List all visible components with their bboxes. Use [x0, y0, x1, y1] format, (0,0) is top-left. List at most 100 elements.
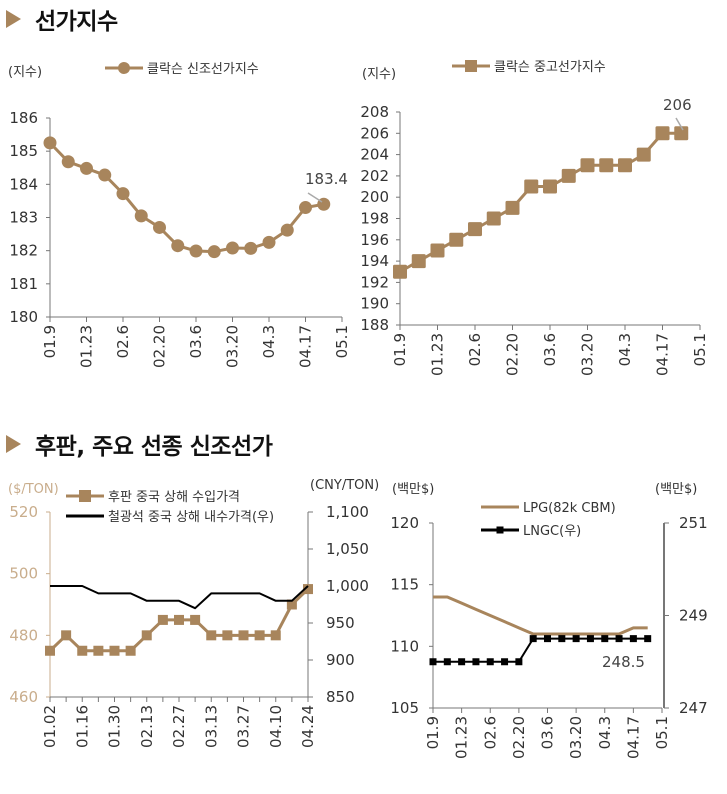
chart2-data-point — [618, 158, 632, 173]
chart4-data-point — [601, 635, 609, 643]
chart4-data-point — [558, 635, 566, 643]
chart2-y-tick-label: 192 — [360, 273, 389, 291]
chart2-data-point — [468, 222, 482, 237]
chart1-data-label: 183.4 — [305, 170, 348, 188]
chart2-x-tick-label: 04.3 — [616, 333, 634, 366]
chart1-data-point — [171, 239, 185, 253]
chart3-y-tick-label-right: 1,050 — [326, 540, 369, 558]
chart2-x-tick-label: 01.9 — [391, 333, 409, 366]
chart2-y-tick-label: 188 — [360, 316, 389, 334]
chart1-legend-label: 클락슨 신조선가지수 — [147, 62, 259, 77]
chart4-x-tick-label: 01.23 — [453, 716, 471, 759]
chart1-data-point — [134, 209, 148, 223]
chart1-data-point — [299, 201, 312, 215]
chart1-data-point — [244, 241, 258, 255]
chart3-data-point — [206, 630, 217, 641]
chart3-y-tick-label-right: 850 — [326, 688, 355, 706]
chart2-x-tick-label: 01.23 — [429, 333, 447, 376]
chart3-data-point — [303, 584, 313, 595]
chart3-x-tick-label: 04.24 — [299, 705, 317, 748]
chart3-y-tick-label-right: 1,000 — [326, 577, 369, 595]
chart1-data-point — [153, 220, 166, 234]
chart3-x-tick-label: 01.02 — [41, 705, 59, 748]
chart1-data-point — [98, 168, 112, 182]
chart4-data-point — [458, 658, 466, 666]
chart3-y-tick-label-right: 900 — [326, 651, 355, 669]
chart1-y-tick-label: 186 — [9, 109, 38, 127]
chart2-data-point — [599, 158, 614, 173]
chart4-y-tick-label-right: 247 — [679, 699, 708, 717]
chart2-x-tick-label: 02.6 — [466, 333, 484, 366]
chart4-data-point — [429, 658, 437, 666]
chart3-data-point — [238, 630, 249, 641]
section-title-steel-plate: 후판, 주요 선종 신조선가 — [6, 427, 273, 461]
chart2-series-line-1 — [399, 131, 682, 274]
chart3-x-tick-label: 03.27 — [235, 705, 253, 748]
chart2-y-tick-label: 200 — [360, 188, 389, 206]
chart4-unit-left: (백만$) — [392, 482, 434, 497]
chart4-x-tick-label: 02.6 — [481, 716, 499, 749]
chart1-x-tick-label: 03.6 — [187, 325, 205, 358]
chart1-x-tick-label: 05.1 — [333, 325, 351, 358]
section-title-text: 선가지수 — [35, 9, 118, 35]
chart2-x-tick-label: 02.20 — [504, 333, 522, 376]
chart4-data-point — [443, 658, 451, 666]
chart2-data-label-leader — [675, 117, 684, 131]
chart4-unit-right: (백만$) — [655, 482, 697, 497]
chart3-y-tick-label: 520 — [9, 503, 38, 521]
chart4-data-point — [501, 658, 509, 666]
chart1-data-point — [262, 235, 276, 249]
chart2-data-point — [411, 254, 426, 269]
chart3-data-point — [222, 630, 233, 641]
chart2-data-label: 206 — [663, 96, 692, 114]
chart2-legend-marker — [465, 60, 477, 72]
chart4-data-point — [629, 635, 637, 643]
chart1-x-tick-label: 04.17 — [297, 325, 315, 368]
chart1-data-point — [61, 155, 75, 169]
chart2-data-point — [636, 147, 651, 162]
section-title-newbuilding-index: 선가지수 — [6, 2, 118, 36]
chart1-y-tick-label: 182 — [9, 242, 38, 260]
chart4-data-label: 248.5 — [602, 653, 645, 671]
chart1-x-tick-label: 02.6 — [114, 325, 132, 358]
chart2-y-tick-label: 198 — [360, 210, 389, 228]
chart4-data-point — [572, 635, 580, 643]
chart4-legend-label: LNGC(우) — [523, 524, 581, 539]
chart3-unit-left: ($/TON) — [8, 482, 59, 497]
chart4-x-tick-label: 04.3 — [596, 716, 614, 749]
chart4-y-tick-label-right: 251 — [679, 514, 708, 532]
chart3-legend-label: 철광석 중국 상해 내수가격(우) — [108, 510, 274, 525]
triangle-bullet-icon — [6, 10, 21, 28]
chart4-data-point — [615, 635, 623, 643]
chart1-data-label-leader — [307, 192, 323, 203]
chart4-y-tick-label-right: 249 — [679, 607, 708, 625]
chart4-x-tick-label: 05.1 — [653, 716, 671, 749]
chart1-data-point — [280, 223, 294, 237]
chart3-y-tick-label: 480 — [9, 626, 38, 644]
chart1-data-point — [226, 241, 239, 255]
chart2-x-tick-label: 03.6 — [541, 333, 559, 366]
chart2-data-point — [449, 232, 464, 247]
chart3-data-point — [141, 630, 152, 641]
chart3-series-line-2 — [50, 585, 309, 610]
chart2-y-tick-label: 190 — [360, 295, 389, 313]
chart2-data-point — [674, 126, 689, 141]
chart3-data-point — [109, 645, 120, 656]
chart2-y-tick-label: 194 — [360, 252, 389, 270]
chart1-data-point — [116, 187, 130, 201]
chart3-unit-right: (CNY/TON) — [310, 478, 379, 493]
chart4-series-line-1 — [433, 595, 648, 636]
chart4-y-tick-label: 110 — [390, 637, 419, 655]
chart2-data-point — [524, 179, 539, 194]
chart4-data-point — [544, 635, 551, 643]
chart1-y-tick-label: 184 — [9, 175, 38, 193]
chart3-x-tick-label: 03.13 — [202, 705, 220, 748]
chart3-data-point — [254, 630, 265, 641]
chart3-x-tick-label: 04.10 — [267, 705, 285, 748]
chart3-data-point — [190, 614, 201, 625]
chart1-data-point — [80, 161, 93, 175]
chart3-y-tick-label: 500 — [9, 565, 38, 583]
chart4-legend-label: LPG(82k CBM) — [523, 501, 616, 516]
chart3-data-point — [286, 599, 297, 610]
